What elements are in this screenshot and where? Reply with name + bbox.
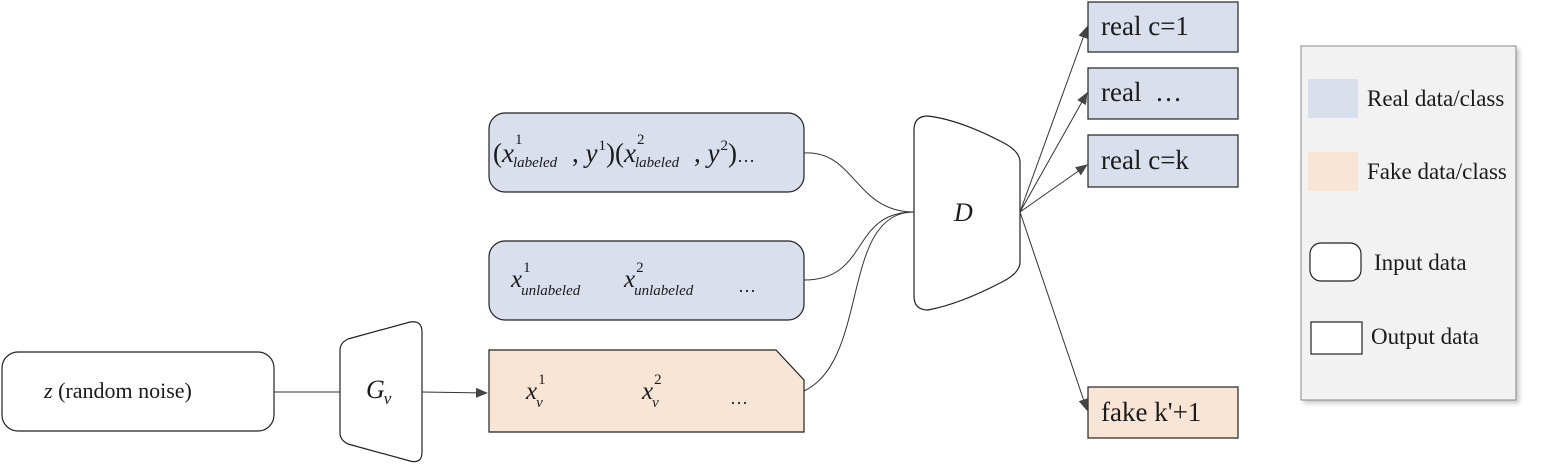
unlabeled-to-discriminator-curve <box>803 211 915 281</box>
legend-input-label: Input data <box>1374 250 1467 275</box>
noise-var: z <box>44 378 53 403</box>
x-fake-2-sup: 2 <box>654 372 662 388</box>
output-real-dots-label: real … <box>1101 77 1182 107</box>
generator-to-fake-arrow <box>421 387 488 398</box>
output-real-1-box <box>1087 1 1239 53</box>
output-real-dots-box <box>1087 67 1239 120</box>
generator-shape <box>339 321 423 463</box>
labeled-formula: (x 1 labeled, y1)(x 2 labeled, y2)… <box>493 132 755 171</box>
comma-1: , <box>571 138 586 168</box>
x-unlabeled-1-sup: 1 <box>523 260 531 276</box>
fake-data-box <box>488 349 805 433</box>
paren-close-1: ) <box>605 138 615 168</box>
noise-text: (random noise) <box>58 378 192 403</box>
x-unlabeled-2: x <box>624 266 636 293</box>
generator-main: G <box>366 375 385 404</box>
x-unlabeled-2-sub: unlabeled <box>634 283 694 299</box>
noise-label: z (random noise) <box>44 378 192 404</box>
x-unlabeled-1-sub: unlabeled <box>521 283 581 299</box>
paren-open-1: ( <box>493 138 502 168</box>
unlabeled-ellipsis: … <box>738 276 756 296</box>
unlabeled-formula-1: x 1 unlabeled <box>511 260 580 299</box>
output-real-k-label: real c=k <box>1101 145 1189 175</box>
discriminator-to-real-dots-arrow <box>1019 92 1088 213</box>
x-fake-2: x <box>642 378 654 405</box>
unlabeled-formula-2: x 2 unlabeled <box>624 260 693 299</box>
legend-output-label: Output data <box>1371 324 1479 349</box>
comma-2: , <box>693 138 708 168</box>
x-labeled-2: x 2 labeled <box>623 132 680 171</box>
unlabeled-data-box <box>488 240 805 321</box>
legend-input-swatch <box>1309 242 1362 282</box>
generator-label: Gv <box>366 375 391 409</box>
discriminator-shape <box>913 115 1021 311</box>
legend-fake-swatch <box>1308 152 1358 191</box>
fake-ellipsis: … <box>730 388 748 408</box>
output-fake-label: fake k'+1 <box>1101 397 1202 427</box>
generator-sub: v <box>383 389 392 408</box>
x-unlabeled-1: x <box>511 266 523 293</box>
x-fake-1-sup: 1 <box>538 372 546 388</box>
labeled-to-discriminator-curve <box>803 152 915 213</box>
output-fake-box <box>1087 386 1239 439</box>
legend-real-label: Real data/class <box>1367 86 1505 111</box>
x-fake-1-sub: v <box>536 395 543 411</box>
discriminator-to-fake-arrow <box>1019 211 1089 411</box>
y-sup-1: 1 <box>598 138 606 154</box>
labeled-ellipsis: … <box>736 146 755 166</box>
x-fake-2-sub: v <box>652 395 659 411</box>
legend-real-swatch <box>1308 79 1358 118</box>
legend-fake-label: Fake data/class <box>1367 159 1507 184</box>
x-fake-1: x <box>526 378 538 405</box>
discriminator-to-real-1-arrow <box>1019 26 1088 213</box>
output-real-k-box <box>1087 134 1239 188</box>
legend-output-swatch <box>1310 321 1363 355</box>
y-1: y <box>585 138 598 168</box>
discriminator-to-real-k-arrow <box>1019 164 1088 213</box>
output-real-1-label: real c=1 <box>1101 11 1189 41</box>
x-labeled-1: x 1 labeled <box>502 132 558 171</box>
y-sup-2: 2 <box>720 138 728 154</box>
fake-to-discriminator-curve <box>803 211 915 392</box>
paren-close-2: ) <box>727 138 737 168</box>
paren-open-2: ( <box>614 138 624 168</box>
x-unlabeled-2-sup: 2 <box>636 260 644 276</box>
y-2: y <box>707 138 720 168</box>
discriminator-label: D <box>954 198 973 227</box>
